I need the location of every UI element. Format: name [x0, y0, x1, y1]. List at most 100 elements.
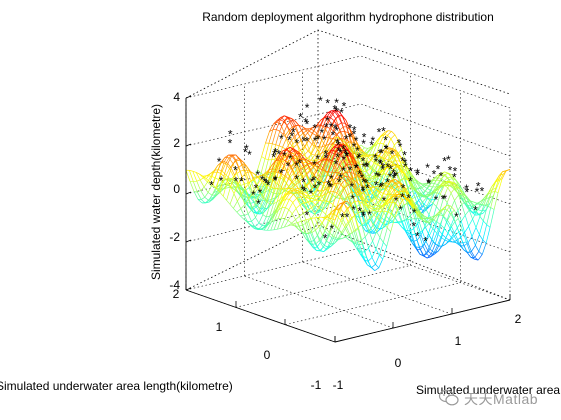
hydrophone-marker: *: [378, 146, 383, 160]
surface-mesh-line: [358, 210, 363, 213]
hydrophone-marker: *: [364, 177, 369, 191]
surface-mesh-line: [450, 205, 455, 211]
surface-mesh-line: [469, 200, 474, 203]
surface-mesh-line: [372, 225, 377, 232]
hydrophone-marker: *: [290, 129, 295, 143]
surface-mesh-line: [203, 186, 209, 193]
surface-mesh-line: [202, 175, 207, 177]
surface-mesh-line: [318, 137, 324, 148]
surface-mesh-line: [463, 202, 469, 210]
surface-mesh-line: [410, 192, 416, 199]
hydrophone-marker: *: [336, 139, 341, 153]
surface-mesh-line: [338, 229, 343, 234]
surface-mesh-line: [403, 163, 408, 172]
surface-mesh-line: [377, 207, 382, 212]
surface-mesh-line: [443, 215, 448, 221]
surface-mesh-line: [366, 257, 372, 268]
surface-mesh-line: [203, 177, 208, 183]
surface-mesh-line: [325, 143, 330, 146]
surface-mesh-line: [313, 130, 318, 135]
surface-mesh-line: [466, 251, 471, 253]
surface-mesh-line: [345, 120, 350, 128]
surface-mesh-line: [389, 164, 395, 168]
surface-mesh-line: [369, 214, 375, 219]
surface-mesh-line: [436, 185, 442, 193]
surface-mesh-line: [314, 136, 320, 147]
surface-mesh-line: [308, 242, 313, 245]
surface-mesh-line: [376, 189, 381, 193]
surface-mesh-line: [443, 172, 449, 176]
surface-mesh-line: [438, 187, 443, 194]
surface-mesh-line: [300, 196, 305, 198]
surface-mesh-line: [333, 115, 339, 121]
surface-mesh-line: [351, 143, 357, 148]
surface-mesh-line: [437, 246, 442, 252]
surface-mesh-line: [404, 219, 408, 221]
surface-mesh-line: [287, 220, 292, 224]
surface-mesh-line: [374, 208, 379, 212]
surface-mesh-line: [336, 184, 342, 193]
surface-mesh-line: [204, 192, 209, 198]
surface-mesh-line: [375, 248, 380, 256]
surface-mesh-line: [343, 194, 349, 203]
surface-mesh-line: [313, 125, 317, 128]
surface-mesh-line: [394, 189, 398, 193]
surface-mesh-line: [347, 207, 352, 218]
surface-mesh-line: [360, 155, 366, 168]
surface-mesh-line: [398, 178, 403, 181]
surface-mesh-line: [276, 183, 282, 188]
surface-mesh-line: [282, 158, 286, 162]
surface-mesh-line: [309, 186, 315, 192]
surface-mesh-line: [455, 242, 461, 246]
surface-mesh-line: [287, 152, 291, 159]
surface-mesh-line: [221, 170, 227, 176]
surface-mesh-line: [260, 208, 265, 210]
surface-mesh-line: [279, 160, 285, 166]
surface-mesh-line: [425, 200, 430, 209]
surface-mesh-line: [237, 184, 241, 187]
surface-mesh-line: [348, 132, 353, 144]
surface-mesh-line: [336, 151, 341, 155]
surface-mesh-line: [274, 145, 280, 160]
surface-mesh-line: [333, 236, 339, 239]
surface-mesh-line: [466, 198, 472, 207]
hydrophone-marker: *: [361, 160, 366, 174]
surface-mesh-line: [367, 154, 372, 157]
surface-mesh-line: [332, 125, 337, 137]
surface-mesh-line: [273, 172, 279, 189]
surface-mesh-line: [269, 203, 274, 217]
surface-mesh-line: [311, 201, 316, 205]
surface-mesh-line: [365, 174, 370, 177]
surface-mesh-line: [252, 207, 257, 214]
surface-mesh-line: [332, 143, 336, 145]
gridline: [360, 247, 511, 301]
surface-mesh-line: [312, 244, 317, 251]
surface-mesh-line: [372, 218, 378, 226]
surface-mesh-line: [462, 193, 467, 197]
surface-mesh-line: [269, 123, 274, 132]
surface-mesh-line: [302, 224, 307, 235]
surface-mesh-line: [285, 130, 290, 136]
surface-mesh-line: [345, 175, 350, 181]
hydrophone-marker: *: [313, 134, 318, 148]
surface-mesh-line: [332, 221, 337, 226]
surface-mesh-line: [337, 232, 342, 239]
surface-mesh-line: [396, 151, 401, 157]
surface-mesh-line: [223, 163, 229, 177]
hydrophone-marker: *: [247, 148, 252, 162]
surface-mesh-line: [375, 191, 381, 198]
gridline: [244, 275, 394, 329]
surface-mesh-line: [282, 198, 287, 202]
surface-mesh-line: [388, 149, 394, 154]
hydrophone-marker: *: [361, 210, 366, 224]
surface-mesh-line: [393, 144, 399, 155]
hydrophone-marker: *: [378, 157, 383, 171]
surface-mesh-line: [378, 182, 383, 185]
surface-mesh-line: [468, 205, 474, 211]
surface-mesh-line: [450, 176, 455, 183]
surface-mesh-line: [230, 186, 235, 191]
surface-mesh-line: [310, 208, 315, 212]
surface-mesh-line: [367, 154, 373, 159]
surface-mesh-line: [263, 198, 268, 203]
